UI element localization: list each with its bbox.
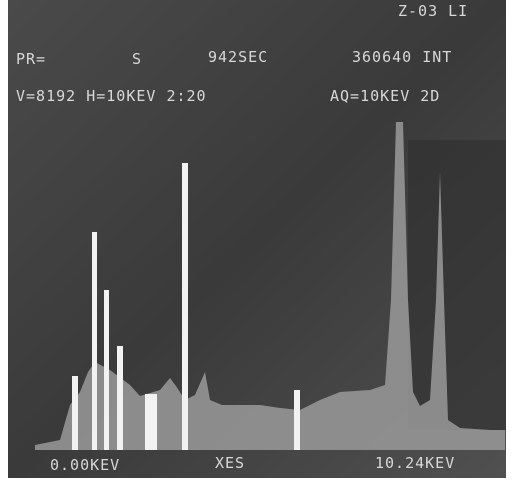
screen-shadow	[408, 140, 506, 430]
peak	[72, 376, 78, 450]
peak	[117, 346, 123, 450]
acquisition: AQ=10KEV 2D	[330, 87, 440, 105]
peak	[145, 394, 157, 450]
analyzer-screen: Z-03 LI PR= S 942SEC 360640 INT V=8192 H…	[0, 0, 513, 481]
preset-label: PR=	[16, 50, 46, 68]
mode: S	[132, 50, 142, 68]
axis-start: 0.00KEV	[50, 456, 120, 474]
peak	[92, 232, 97, 450]
axis-end: 10.24KEV	[375, 454, 455, 472]
display-id: Z-03 LI	[398, 2, 468, 20]
peak	[182, 163, 188, 450]
axis-label: XES	[215, 454, 245, 472]
peak	[104, 290, 109, 450]
live-time: 942SEC	[208, 48, 268, 66]
scale: V=8192 H=10KEV 2:20	[16, 87, 207, 105]
peak	[294, 390, 300, 450]
integral: 360640 INT	[352, 48, 452, 66]
